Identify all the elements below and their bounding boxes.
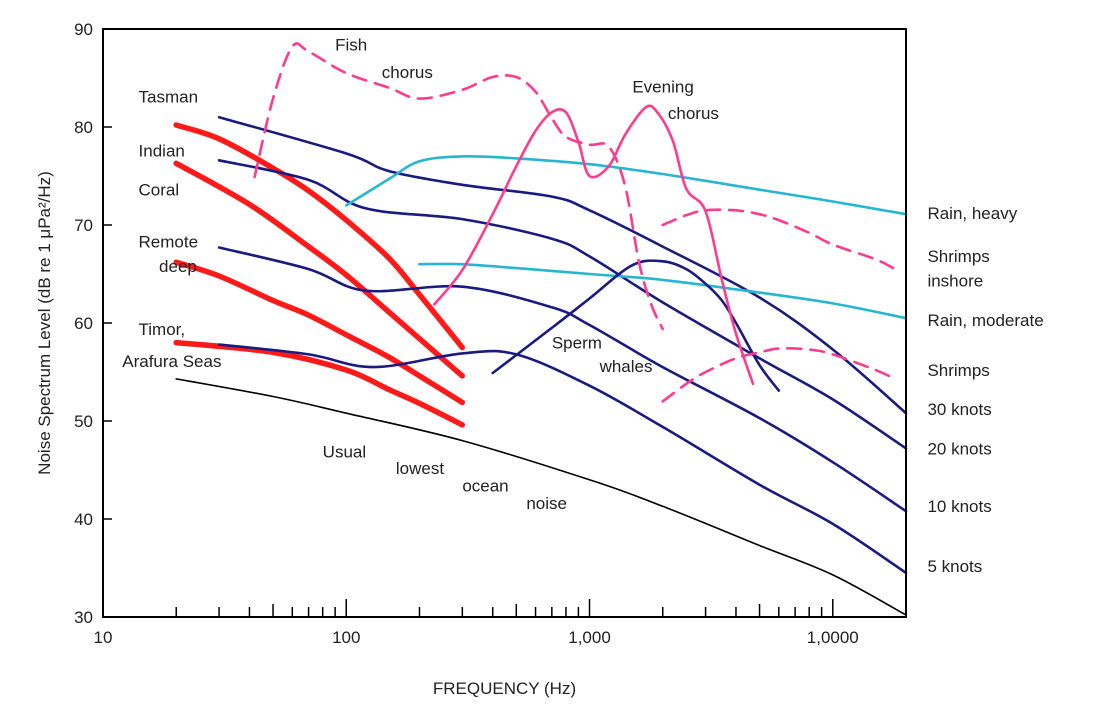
- x-axis-title: FREQUENCY (Hz): [433, 679, 576, 698]
- curve-label: 30 knots: [927, 400, 991, 419]
- curve-label: Remote: [139, 233, 199, 252]
- curve-label: Shrimps: [927, 361, 989, 380]
- series-line-indian: [173, 160, 466, 379]
- curve-label: inshore: [927, 272, 983, 291]
- curve-label: chorus: [668, 104, 719, 123]
- curve-label: 20 knots: [927, 439, 991, 458]
- y-tick-label: 70: [74, 216, 93, 235]
- series-line-rain-heavy: [345, 154, 908, 216]
- curve-label: whales: [599, 357, 653, 376]
- series-line-fish-chorus: [253, 42, 664, 331]
- curve-label: Evening: [632, 78, 693, 97]
- series-line-10-knots: [217, 246, 908, 513]
- x-tick-label: 1,0000: [807, 628, 859, 647]
- series-line-shrimps-inshore: [661, 208, 897, 271]
- curve-label: Tasman: [139, 88, 199, 107]
- curve-label: ocean: [462, 477, 508, 496]
- curve-label: Timor,: [139, 320, 186, 339]
- curve-label: Coral: [139, 181, 180, 200]
- curve-label: Rain, heavy: [927, 204, 1017, 223]
- curve-label: Usual: [323, 442, 366, 461]
- curves-layer: [173, 42, 908, 616]
- curve-label: 5 knots: [927, 557, 982, 576]
- series-line-sperm-whales: [491, 259, 781, 392]
- series-line-20-knots: [217, 159, 908, 450]
- series-line-5-knots: [217, 343, 908, 575]
- series-line-remote-deep: [173, 259, 466, 406]
- series-line-tasman: [173, 122, 466, 351]
- y-tick-label: 30: [74, 608, 93, 627]
- curve-label: lowest: [396, 459, 444, 478]
- x-tick-label: 10: [94, 628, 113, 647]
- y-tick-label: 80: [74, 118, 93, 137]
- curve-label: 10 knots: [927, 497, 991, 516]
- curve-label: deep: [159, 257, 197, 276]
- x-tick-label: 100: [332, 628, 360, 647]
- series-line-30-knots: [217, 115, 908, 415]
- x-axis: 10 100 1,000 1,0000: [94, 599, 907, 647]
- y-tick-label: 40: [74, 510, 93, 529]
- series-line-shrimps: [661, 347, 897, 403]
- y-axis: 30 40 50 60 70 80 90: [74, 20, 112, 627]
- curve-label: Fish: [335, 36, 367, 55]
- y-axis-title: Noise Spectrum Level (dB re 1 μPa²/Hz): [35, 171, 54, 475]
- curve-label: chorus: [382, 63, 433, 82]
- series-line-timor-arafura-seas: [173, 339, 466, 428]
- x-tick-label: 1,000: [568, 628, 611, 647]
- curve-label: Sperm: [552, 333, 602, 352]
- y-tick-label: 90: [74, 20, 93, 39]
- curve-label: noise: [526, 494, 567, 513]
- curve-label: Indian: [139, 141, 185, 160]
- curve-labels-layer: Tasman Indian Coral Remote deep Timor, Arafura…: [122, 36, 1043, 576]
- curve-label: Arafura Seas: [122, 352, 221, 371]
- series-line-usual-lowest-ocean-noise: [175, 378, 907, 616]
- curve-label: Rain, moderate: [927, 311, 1043, 330]
- y-tick-label: 60: [74, 314, 93, 333]
- series-line-rain-moderate: [418, 262, 908, 320]
- curve-label: Shrimps: [927, 247, 989, 266]
- y-tick-label: 50: [74, 412, 93, 431]
